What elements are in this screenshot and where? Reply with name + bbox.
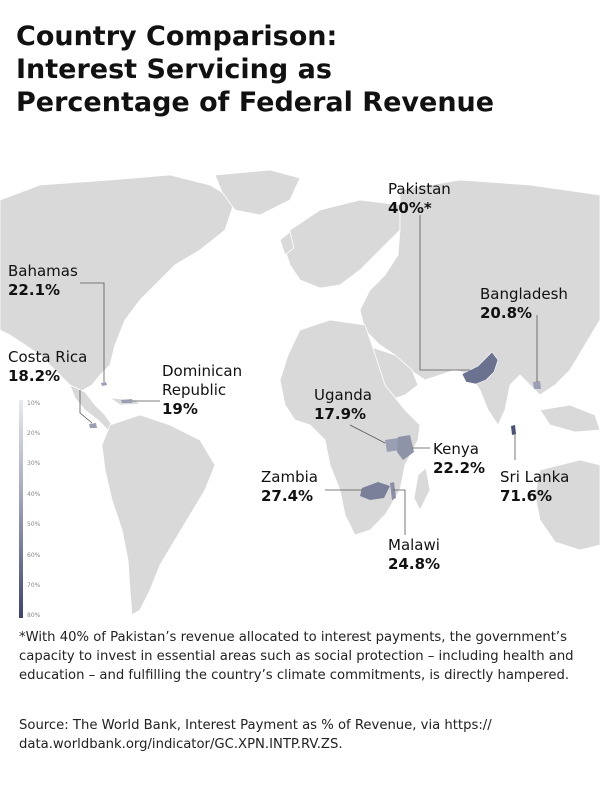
label-bangladesh: Bangladesh 20.8% <box>480 285 568 323</box>
label-malawi: Malawi 24.8% <box>388 536 440 574</box>
pakistan-shape <box>461 351 499 385</box>
kenya-shape <box>397 435 414 460</box>
europe-shape <box>284 199 401 289</box>
label-zambia: Zambia 27.4% <box>261 468 318 506</box>
malawi-shape <box>390 482 396 500</box>
dominican-republic-name-2: Republic <box>162 381 227 399</box>
label-kenya: Kenya 22.2% <box>433 440 485 478</box>
page-title: Country Comparison: Interest Servicing a… <box>16 20 586 119</box>
color-legend: 10% 20% 30% 40% 50% 60% 70% 80% <box>19 400 79 622</box>
title-line-1: Country Comparison: <box>16 21 338 52</box>
world-map: Pakistan 40%* Bahamas 22.1% Bangladesh 2… <box>0 170 600 625</box>
sri-lanka-name: Sri Lanka <box>500 468 570 486</box>
sri-lanka-value: 71.6% <box>500 487 553 505</box>
label-uganda: Uganda 17.9% <box>314 386 372 424</box>
title-line-2: Interest Servicing as <box>16 54 332 85</box>
bangladesh-value: 20.8% <box>480 304 533 322</box>
costa-rica-name: Costa Rica <box>8 348 88 366</box>
legend-tick: 50% <box>27 521 41 528</box>
bahamas-value: 22.1% <box>8 281 61 299</box>
uk-shape <box>279 231 295 256</box>
legend-gradient-bar <box>19 400 23 618</box>
pakistan-value: 40%* <box>388 199 432 217</box>
label-bahamas: Bahamas 22.1% <box>8 262 78 300</box>
uganda-leader-line <box>349 424 386 444</box>
label-pakistan: Pakistan 40%* <box>388 180 451 218</box>
australia-shape <box>534 459 600 551</box>
greenland-shape <box>214 170 301 216</box>
costa-rica-value: 18.2% <box>8 367 61 385</box>
costa-rica-leader-line <box>79 390 93 424</box>
malawi-leader-line <box>393 489 406 535</box>
zambia-shape <box>360 482 390 500</box>
legend-tick: 70% <box>27 582 41 589</box>
label-sri-lanka: Sri Lanka 71.6% <box>500 468 569 506</box>
costa-rica-shape <box>89 423 97 428</box>
north-america-shape <box>0 174 236 393</box>
madagascar-shape <box>413 467 431 511</box>
south-america-shape <box>101 414 216 616</box>
legend-tick: 20% <box>27 430 41 437</box>
dominican-republic-value: 19% <box>162 400 198 418</box>
footnote: *With 40% of Pakistan’s revenue allocate… <box>19 630 574 683</box>
dominican-republic-shape <box>121 399 132 403</box>
pakistan-name: Pakistan <box>388 180 451 198</box>
source-note: Source: The World Bank, Interest Payment… <box>19 718 492 752</box>
kenya-name: Kenya <box>433 440 479 458</box>
malawi-value: 24.8% <box>388 555 441 573</box>
bangladesh-name: Bangladesh <box>480 285 568 303</box>
bahamas-shape <box>101 382 107 386</box>
uganda-value: 17.9% <box>314 405 367 423</box>
legend-tick: 60% <box>27 552 41 559</box>
uganda-shape <box>385 438 400 452</box>
legend-tick: 30% <box>27 460 41 467</box>
legend-tick: 10% <box>27 400 41 407</box>
pakistan-leader-line <box>419 215 470 371</box>
uganda-name: Uganda <box>314 386 372 404</box>
kenya-value: 22.2% <box>433 459 486 477</box>
bahamas-leader-line <box>80 282 105 382</box>
malawi-name: Malawi <box>388 536 440 554</box>
title-line-3: Percentage of Federal Revenue <box>16 87 495 118</box>
africa-shape <box>279 319 421 536</box>
legend-tick: 40% <box>27 491 41 498</box>
bahamas-name: Bahamas <box>8 262 78 280</box>
zambia-name: Zambia <box>261 468 318 486</box>
dominican-republic-name-1: Dominican <box>162 362 243 380</box>
world-map-svg <box>0 170 600 616</box>
zambia-value: 27.4% <box>261 487 314 505</box>
bangladesh-shape <box>533 381 541 389</box>
legend-tick: 80% <box>27 612 41 619</box>
label-costa-rica: Costa Rica 18.2% <box>8 348 87 386</box>
se-asia-shape <box>539 404 600 433</box>
label-dominican-republic: Dominican Republic 19% <box>162 362 242 419</box>
